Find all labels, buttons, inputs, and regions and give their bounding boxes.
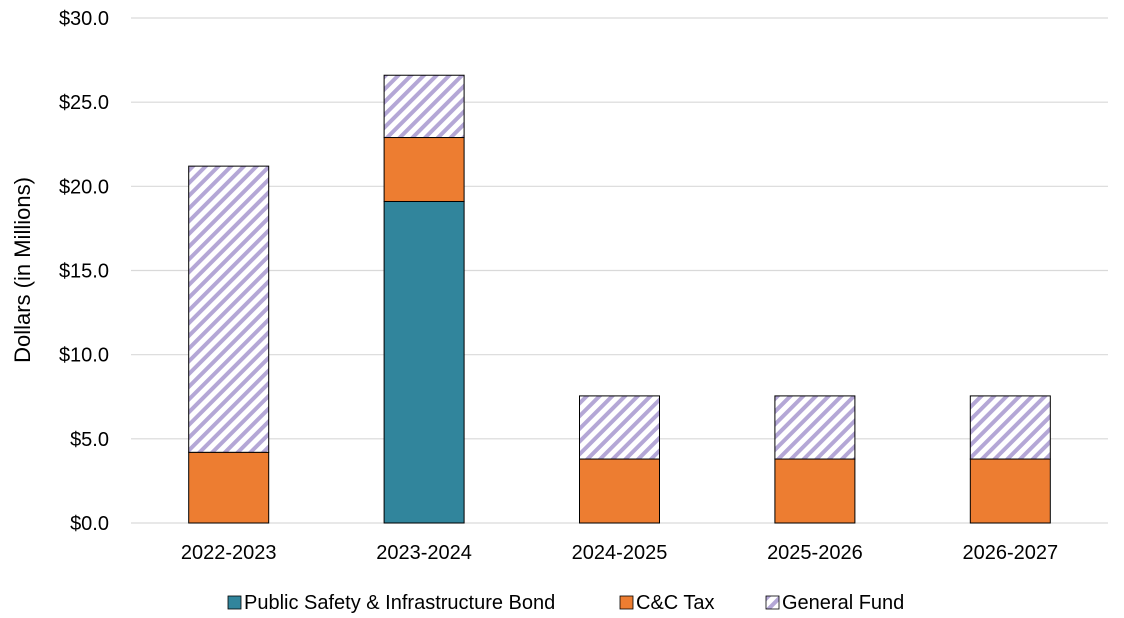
bar-segment-public-safety-infrastructure-bond-2023-2024 xyxy=(383,200,465,524)
bar-segment-general-fund-2024-2025 xyxy=(579,395,660,460)
bar-segment-general-fund-2023-2024 xyxy=(383,74,465,139)
bar-segment-c-c-tax-2022-2023 xyxy=(188,451,270,524)
legend-swatch xyxy=(765,595,780,610)
y-axis: $0.0 $5.0 $10.0 $15.0 $20.0 $25.0 $30.0 xyxy=(59,8,109,535)
legend-label: General Fund xyxy=(782,592,904,614)
bar-segment-c-c-tax-2024-2025 xyxy=(579,458,660,524)
x-tick-label: 2022-2023 xyxy=(181,542,277,564)
y-tick-label: $10.0 xyxy=(59,345,109,367)
bars xyxy=(188,74,1051,524)
y-tick-label: $5.0 xyxy=(70,429,109,451)
x-tick-label: 2025-2026 xyxy=(767,542,863,564)
x-tick-label: 2024-2025 xyxy=(572,542,668,564)
legend-label: Public Safety & Infrastructure Bond xyxy=(244,592,555,614)
x-axis: 2022-2023 2023-2024 2024-2025 2025-2026 2026… xyxy=(181,542,1058,564)
y-tick-label: $25.0 xyxy=(59,92,109,114)
y-tick-label: $20.0 xyxy=(59,176,109,198)
gridlines xyxy=(131,17,1108,524)
legend-label: C&C Tax xyxy=(636,592,715,614)
legend-swatch xyxy=(619,595,634,610)
legend-swatch xyxy=(227,595,242,610)
bar-segment-c-c-tax-2023-2024 xyxy=(383,137,465,202)
bar-segment-c-c-tax-2025-2026 xyxy=(774,458,856,524)
x-tick-label: 2023-2024 xyxy=(376,542,472,564)
y-axis-title: Dollars (in Millions) xyxy=(10,177,35,363)
legend: Public Safety & Infrastructure Bond C&C T… xyxy=(227,592,904,614)
y-tick-label: $0.0 xyxy=(70,513,109,535)
y-tick-label: $15.0 xyxy=(59,261,109,283)
y-tick-label: $30.0 xyxy=(59,8,109,30)
bar-segment-general-fund-2022-2023 xyxy=(188,165,270,453)
bar-segment-general-fund-2026-2027 xyxy=(969,395,1051,460)
x-tick-label: 2026-2027 xyxy=(962,542,1058,564)
bar-segment-general-fund-2025-2026 xyxy=(774,395,856,460)
bar-segment-c-c-tax-2026-2027 xyxy=(969,458,1051,524)
